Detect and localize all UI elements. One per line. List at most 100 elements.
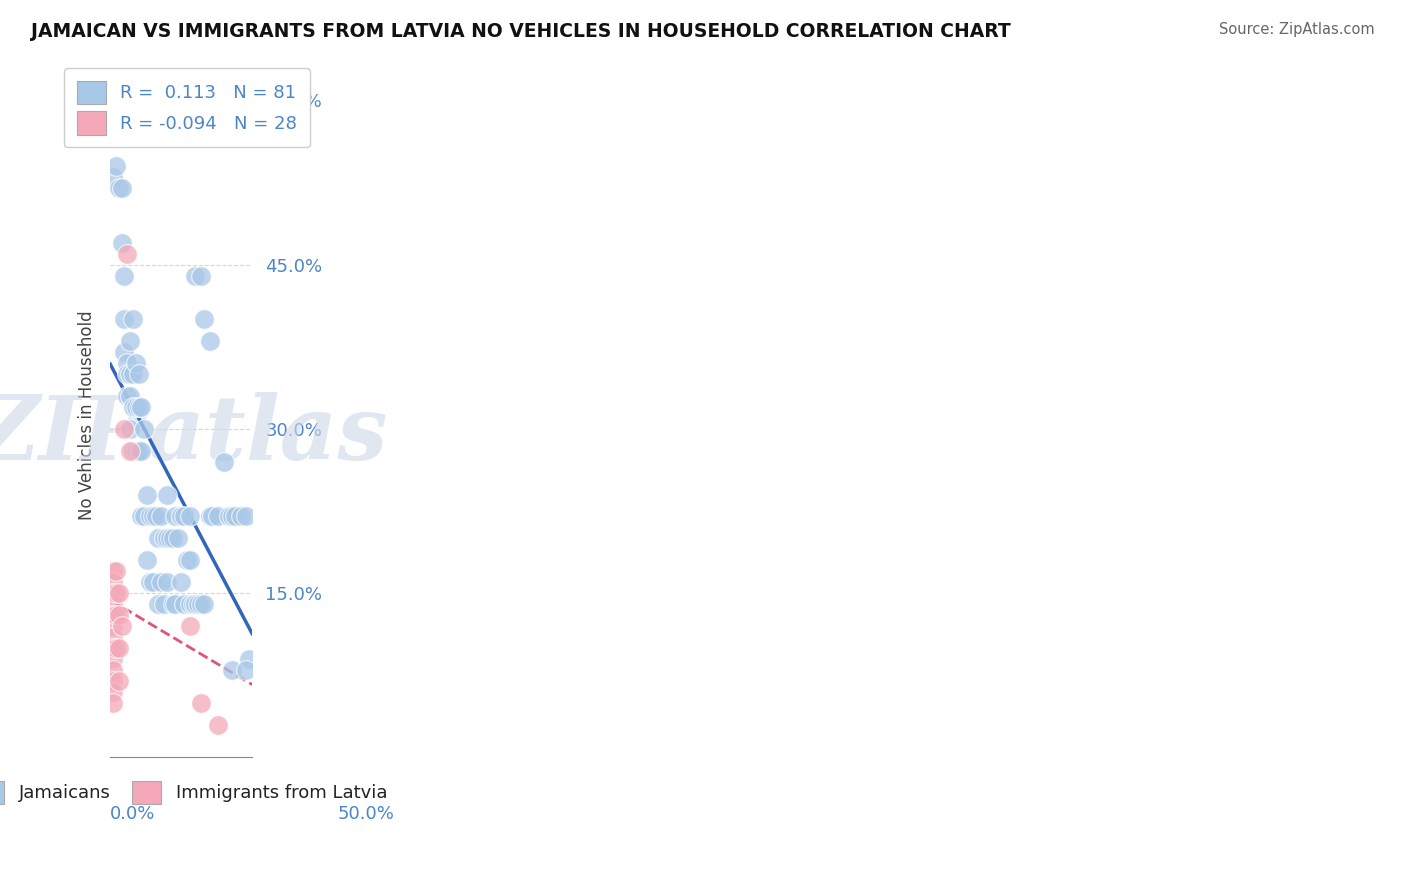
Point [118, 389, 141, 403]
Point [142, 575, 165, 590]
Point [107, 608, 129, 623]
Point [128, 367, 150, 381]
Text: 50.0%: 50.0% [337, 805, 394, 823]
Text: Source: ZipAtlas.com: Source: ZipAtlas.com [1219, 22, 1375, 37]
Point [187, 597, 209, 611]
Point [184, 268, 207, 283]
Point [101, 673, 124, 688]
Point [101, 169, 124, 184]
Point [170, 509, 193, 524]
Point [156, 575, 179, 590]
Point [139, 575, 162, 590]
Point [122, 312, 145, 326]
Point [110, 619, 132, 633]
Point [104, 608, 127, 623]
Point [112, 312, 135, 326]
Point [122, 400, 145, 414]
Point [153, 532, 176, 546]
Point [101, 696, 124, 710]
Point [224, 509, 246, 524]
Point [218, 509, 240, 524]
Point [153, 597, 176, 611]
Point [162, 532, 184, 546]
Point [110, 235, 132, 250]
Point [118, 443, 141, 458]
Point [179, 619, 201, 633]
Point [136, 487, 159, 501]
Point [190, 597, 212, 611]
Point [107, 640, 129, 655]
Point [101, 564, 124, 578]
Point [150, 509, 173, 524]
Point [118, 422, 141, 436]
Point [139, 509, 162, 524]
Point [176, 553, 198, 567]
Point [136, 553, 159, 567]
Point [118, 334, 141, 349]
Point [229, 509, 252, 524]
Point [101, 663, 124, 677]
Point [134, 422, 156, 436]
Point [179, 553, 201, 567]
Point [112, 345, 135, 359]
Point [173, 509, 195, 524]
Point [131, 509, 153, 524]
Point [142, 509, 165, 524]
Point [101, 575, 124, 590]
Point [112, 268, 135, 283]
Text: 0.0%: 0.0% [110, 805, 156, 823]
Point [125, 400, 148, 414]
Point [181, 597, 204, 611]
Point [190, 268, 212, 283]
Point [131, 400, 153, 414]
Point [207, 509, 229, 524]
Point [122, 443, 145, 458]
Point [190, 696, 212, 710]
Point [235, 663, 257, 677]
Point [115, 367, 138, 381]
Point [150, 575, 173, 590]
Point [101, 619, 124, 633]
Point [148, 597, 170, 611]
Point [165, 597, 187, 611]
Point [221, 509, 243, 524]
Point [184, 597, 207, 611]
Legend: Jamaicans, Immigrants from Latvia: Jamaicans, Immigrants from Latvia [0, 768, 399, 817]
Point [101, 630, 124, 644]
Point [156, 532, 179, 546]
Point [235, 509, 257, 524]
Point [122, 367, 145, 381]
Point [110, 181, 132, 195]
Text: ZIP​atlas: ZIP​atlas [0, 392, 388, 479]
Point [107, 181, 129, 195]
Text: JAMAICAN VS IMMIGRANTS FROM LATVIA NO VEHICLES IN HOUSEHOLD CORRELATION CHART: JAMAICAN VS IMMIGRANTS FROM LATVIA NO VE… [31, 22, 1011, 41]
Point [212, 455, 235, 469]
Point [159, 532, 181, 546]
Point [128, 443, 150, 458]
Point [115, 356, 138, 370]
Point [101, 684, 124, 698]
Point [101, 608, 124, 623]
Point [107, 673, 129, 688]
Point [125, 443, 148, 458]
Point [128, 400, 150, 414]
Point [104, 159, 127, 173]
Point [165, 509, 187, 524]
Point [104, 564, 127, 578]
Point [201, 509, 224, 524]
Point [101, 586, 124, 600]
Point [193, 597, 215, 611]
Point [179, 509, 201, 524]
Point [238, 652, 260, 666]
Point [173, 597, 195, 611]
Point [104, 586, 127, 600]
Point [118, 367, 141, 381]
Point [115, 389, 138, 403]
Point [198, 509, 221, 524]
Point [131, 443, 153, 458]
Point [170, 575, 193, 590]
Point [179, 597, 201, 611]
Point [162, 597, 184, 611]
Point [112, 422, 135, 436]
Point [101, 640, 124, 655]
